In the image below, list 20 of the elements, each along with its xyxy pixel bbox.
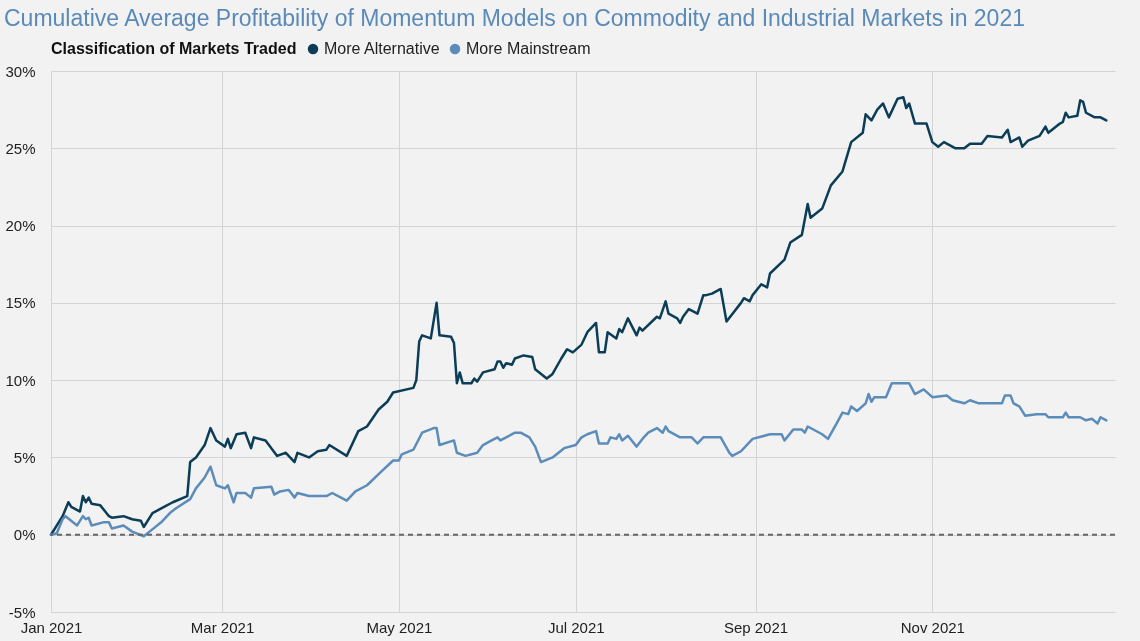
line-series [49, 96, 1108, 536]
x-tick-label: May 2021 [366, 618, 433, 636]
x-tick-label: Mar 2021 [190, 618, 255, 636]
y-tick-label: 10% [5, 371, 36, 389]
y-tick-label: 0% [13, 526, 36, 544]
x-tick-label: Jan 2021 [20, 618, 83, 636]
legend-title: Classification of Markets Traded [51, 40, 297, 57]
legend-label: More Mainstream [466, 40, 591, 57]
y-tick-label: 25% [5, 139, 36, 157]
y-tick-label: -5% [8, 603, 36, 621]
x-tick-label: Sep 2021 [723, 618, 789, 636]
chart-title: Cumulative Average Profitability of Momentum Models on Commodity and Industrial Markets in 2021 [4, 5, 1025, 31]
legend-label: More Alternative [324, 40, 440, 57]
y-tick-label: 20% [5, 217, 36, 235]
x-tick-label: Jul 2021 [547, 618, 605, 636]
y-tick-label: 15% [5, 294, 36, 312]
y-tick-label: 5% [13, 448, 36, 466]
y-tick-label: 30% [5, 62, 36, 80]
x-tick-label: Nov 2021 [900, 618, 965, 636]
line-series [49, 381, 1108, 538]
